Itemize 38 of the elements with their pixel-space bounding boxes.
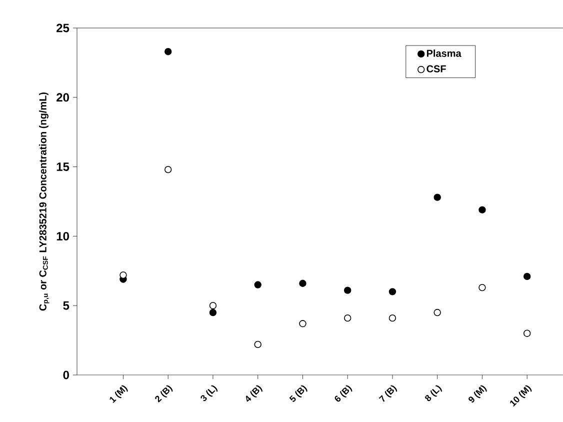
y-tick-label: 10 — [56, 232, 69, 240]
x-tick-label: 8 (L) — [425, 385, 442, 402]
point — [388, 314, 396, 322]
point — [164, 166, 172, 174]
x-tick-label: 7 (B) — [378, 385, 398, 402]
y-axis-title: C$_{p,u}$ or C$_{CSF}$ LY2835219 Concentration (ng/mL) — [39, 92, 50, 311]
point — [254, 281, 262, 288]
point — [299, 280, 306, 287]
x-tick-label: 6 (B) — [334, 385, 352, 402]
x-tick-label: 10 (M) — [510, 385, 532, 407]
y-tick-label: 0 — [63, 370, 69, 380]
x-tick-label: 2 (B) — [155, 385, 173, 403]
point — [120, 271, 127, 279]
x-tick-label: 5 (B) — [289, 385, 308, 402]
point — [523, 330, 531, 337]
point — [344, 314, 352, 322]
x-tick-label: 3 (L) — [200, 385, 218, 402]
y-tick-label: 5 — [63, 301, 70, 310]
y-tick-label: 15 — [56, 162, 70, 171]
legend-label: CSF — [426, 65, 446, 72]
x-tick-label: 1 (M) — [110, 385, 128, 404]
point — [209, 302, 217, 310]
point — [209, 308, 217, 316]
point — [299, 320, 306, 328]
legend-label: Plasma — [426, 50, 462, 57]
point — [523, 272, 531, 280]
point — [254, 340, 262, 348]
y-tick-label: 25 — [56, 24, 70, 32]
point — [434, 194, 441, 201]
point — [434, 308, 441, 316]
point — [478, 284, 486, 292]
x-tick-label: 9 (M) — [468, 385, 487, 403]
point — [344, 286, 352, 294]
y-tick-label: 20 — [56, 93, 69, 102]
point — [388, 288, 396, 296]
point — [478, 206, 486, 214]
x-tick-label: 4 (B) — [246, 385, 263, 402]
point — [164, 48, 172, 56]
